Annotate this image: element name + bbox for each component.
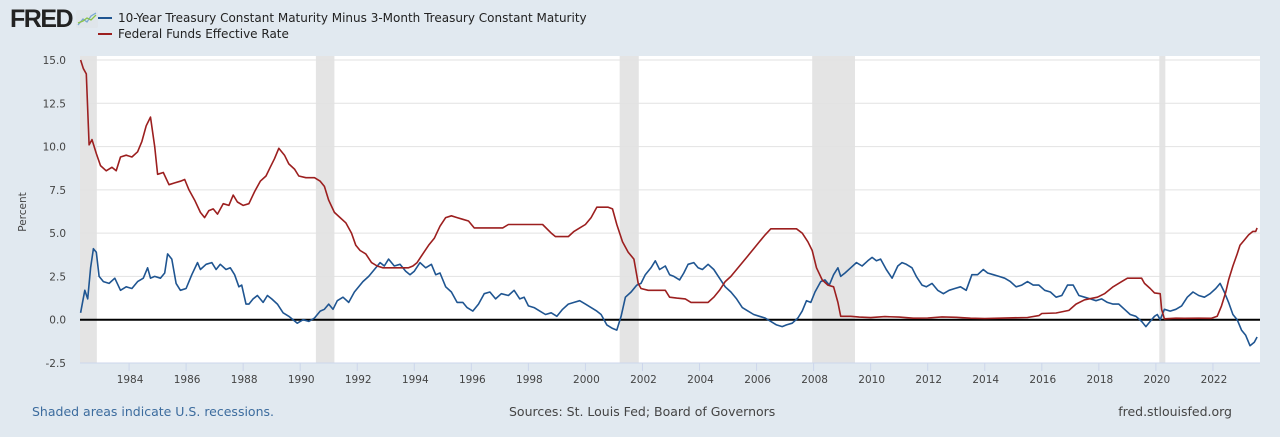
- logo-text: FRED: [10, 4, 74, 33]
- y-tick-label: 7.5: [49, 185, 66, 197]
- site-link[interactable]: fred.stlouisfed.org: [1118, 404, 1232, 419]
- x-tick-label: 2014: [972, 374, 999, 386]
- y-tick-label: 0.0: [49, 315, 66, 327]
- y-tick-label: 15.0: [43, 55, 66, 67]
- x-tick-label: 2002: [630, 374, 657, 386]
- x-tick-label: 2022: [1201, 374, 1228, 386]
- x-tick-label: 1986: [174, 374, 201, 386]
- legend-label-fedfunds: Federal Funds Effective Rate: [118, 27, 289, 41]
- y-tick-label: 5.0: [49, 228, 66, 240]
- x-tick-label: 2010: [858, 374, 885, 386]
- x-tick-label: 2018: [1086, 374, 1113, 386]
- y-tick-label: 12.5: [43, 98, 66, 110]
- recession-note: Shaded areas indicate U.S. recessions.: [32, 404, 274, 419]
- line-chart-icon: [76, 10, 99, 28]
- x-tick-label: 2006: [744, 374, 771, 386]
- x-tick-label: 2012: [915, 374, 942, 386]
- legend-item-spread[interactable]: 10-Year Treasury Constant Maturity Minus…: [98, 10, 587, 26]
- fred-logo[interactable]: FRED: [10, 4, 99, 33]
- legend-item-fedfunds[interactable]: Federal Funds Effective Rate: [98, 26, 587, 42]
- y-axis-label: Percent: [17, 192, 29, 232]
- plot-area: [80, 56, 1260, 363]
- recession-band: [619, 56, 639, 363]
- chart-legend: 10-Year Treasury Constant Maturity Minus…: [98, 10, 587, 42]
- x-tick-label: 1994: [402, 374, 429, 386]
- recession-band: [812, 56, 855, 363]
- x-tick-label: 1992: [345, 374, 372, 386]
- legend-swatch-fedfunds: [98, 33, 112, 35]
- x-tick-label: 2000: [573, 374, 600, 386]
- recession-band: [1159, 56, 1166, 363]
- series-line-spread[interactable]: [79, 247, 1258, 347]
- legend-label-spread: 10-Year Treasury Constant Maturity Minus…: [118, 11, 587, 25]
- series-line-fedfunds[interactable]: [79, 59, 1258, 320]
- x-tick-label: 1996: [459, 374, 486, 386]
- recession-band: [80, 56, 97, 363]
- x-tick-label: 2020: [1144, 374, 1171, 386]
- legend-swatch-spread: [98, 17, 112, 19]
- x-tick-label: 2004: [687, 374, 714, 386]
- y-tick-label: 2.5: [49, 271, 66, 283]
- y-tick-label: 10.0: [43, 142, 66, 154]
- x-tick-label: 1984: [117, 374, 144, 386]
- x-tick-label: 1990: [288, 374, 315, 386]
- x-tick-label: 2008: [801, 374, 828, 386]
- recession-band: [315, 56, 335, 363]
- x-tick-label: 1998: [516, 374, 543, 386]
- x-tick-label: 1988: [231, 374, 258, 386]
- sources-text: Sources: St. Louis Fed; Board of Governo…: [509, 404, 776, 419]
- x-tick-label: 2016: [1029, 374, 1056, 386]
- y-tick-label: -2.5: [46, 358, 67, 370]
